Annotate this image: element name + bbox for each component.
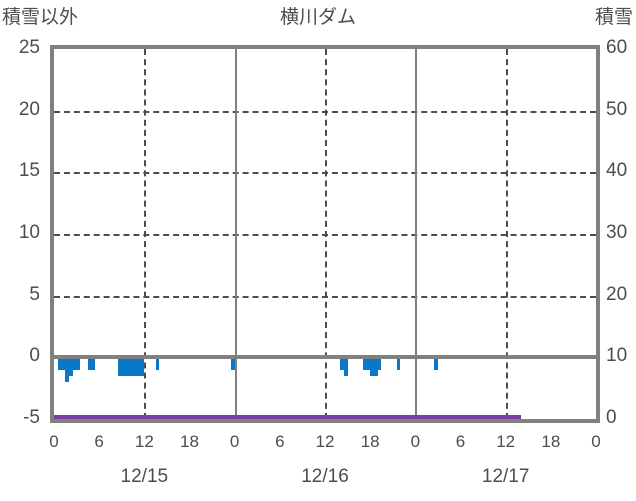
x-axis-tick: 6 — [275, 432, 285, 451]
left-axis-tick: 0 — [29, 345, 40, 367]
x-axis-tick: 0 — [229, 432, 240, 451]
bar — [370, 357, 374, 376]
x-axis-tick: 6 — [455, 432, 466, 451]
bar — [121, 357, 126, 376]
x-axis-tick: 12 — [315, 432, 335, 451]
x-axis-tick: 18 — [360, 432, 380, 451]
bar — [230, 357, 235, 370]
left-axis-tick: 20 — [18, 98, 40, 120]
bar — [362, 357, 367, 370]
zero-axis-line — [54, 355, 596, 360]
bar — [57, 357, 62, 370]
left-axis-tick: 25 — [18, 37, 40, 58]
midday-gridline — [144, 49, 147, 419]
bar — [136, 357, 141, 376]
x-axis-tick: 0 — [591, 432, 601, 451]
x-axis-tick: 18 — [541, 432, 561, 451]
right-axis-tick: 60 — [606, 37, 628, 58]
x-axis-tick: 6 — [94, 432, 104, 451]
bar — [61, 357, 66, 370]
bar — [340, 357, 344, 370]
bar — [373, 357, 378, 376]
right-axis-tick: 10 — [606, 345, 628, 367]
bar — [76, 357, 81, 370]
bar — [343, 357, 348, 376]
bar — [117, 357, 122, 376]
snow-depth-line — [54, 415, 521, 419]
left-axis-tick: 5 — [29, 283, 40, 305]
bar — [65, 357, 70, 382]
bar — [366, 357, 371, 370]
bar — [125, 357, 130, 376]
x-axis-tick: 18 — [180, 432, 199, 451]
bar — [155, 357, 160, 370]
x-axis-tick: 0 — [410, 432, 421, 451]
day-label: 12/16 — [301, 466, 349, 487]
bar — [377, 357, 382, 370]
right-axis-tick: 40 — [606, 160, 628, 182]
day-label: 12/15 — [120, 466, 169, 487]
chart-title: 横川ダム — [279, 7, 356, 28]
midday-gridline — [505, 49, 508, 419]
day-label: 12/17 — [481, 466, 530, 487]
plot-inner — [54, 49, 596, 419]
right-axis-tick: 0 — [606, 407, 617, 428]
x-axis-tick: 12 — [496, 432, 516, 451]
right-axis-tick: 30 — [606, 222, 628, 243]
left-axis-tick: 10 — [18, 222, 40, 243]
left-axis-tick: -5 — [23, 407, 40, 428]
bar — [69, 357, 73, 376]
bar — [133, 357, 137, 376]
midday-gridline — [325, 49, 327, 419]
right-axis-tick: 50 — [606, 98, 628, 120]
left-axis-tick: 15 — [18, 160, 40, 182]
x-axis-tick: 12 — [134, 432, 154, 451]
bar — [91, 357, 96, 370]
bar — [129, 357, 134, 376]
bar — [72, 357, 77, 370]
x-axis-tick: 0 — [49, 432, 59, 451]
day-boundary-gridline — [415, 49, 418, 419]
right-axis-title: 積雪 — [594, 7, 633, 28]
bar — [140, 357, 145, 376]
bar — [434, 357, 438, 370]
plot-area — [50, 45, 600, 423]
bar — [87, 357, 92, 370]
left-axis-title: 積雪以外 — [2, 7, 79, 28]
right-axis-tick: 20 — [606, 283, 628, 305]
day-boundary-gridline — [234, 49, 237, 419]
bar — [396, 357, 401, 370]
